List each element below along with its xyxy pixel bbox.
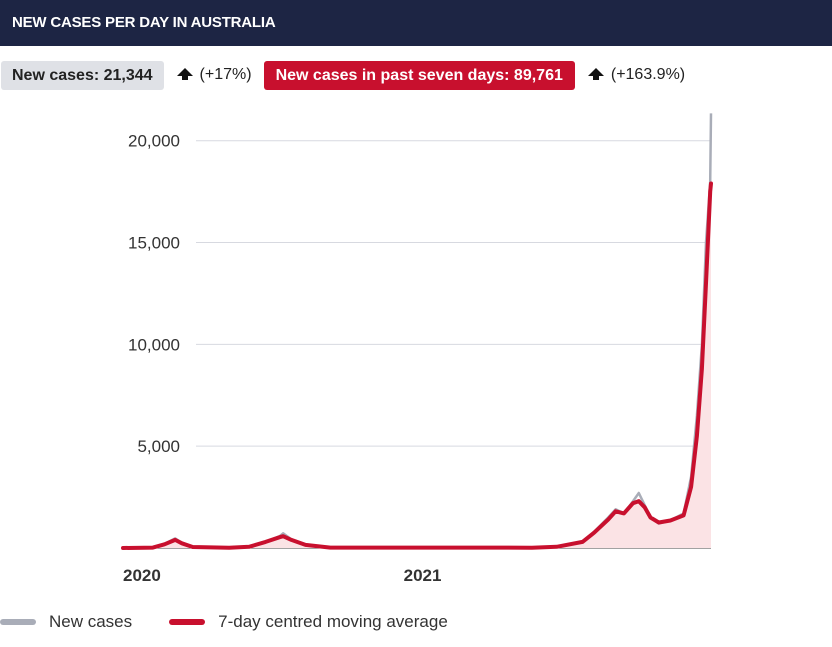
- moving-average-series-line: [121, 181, 713, 550]
- y-tick-label: 15,000: [128, 234, 180, 253]
- chart-area: 5,000 10,000 15,000 20,000 2020 2021: [0, 100, 832, 610]
- legend-label-new-cases: New cases: [49, 612, 133, 631]
- moving-average-area: [123, 183, 711, 548]
- seven-day-badge: New cases in past seven days: 89,761: [263, 60, 575, 90]
- chart-header: NEW CASES PER DAY IN AUSTRALIA: [0, 0, 832, 46]
- stats-bar: New cases: 21,344 (+17%) New cases in pa…: [0, 60, 832, 90]
- seven-day-change: (+163.9%): [587, 66, 686, 84]
- new-cases-badge: New cases: 21,344: [1, 60, 164, 90]
- y-tick-label: 20,000: [128, 132, 180, 151]
- new-cases-series-line: [122, 113, 713, 550]
- arrow-up-icon: [176, 68, 193, 80]
- legend-swatch-new-cases: [0, 619, 36, 625]
- y-tick-label: 10,000: [128, 335, 180, 354]
- y-tick-label: 5,000: [137, 437, 180, 456]
- legend-item-moving-average: 7-day centred moving average: [169, 612, 448, 632]
- cases-chart: 5,000 10,000 15,000 20,000 2020 2021: [121, 113, 713, 585]
- legend-swatch-moving-average: [169, 619, 206, 625]
- x-tick-label: 2020: [123, 566, 161, 585]
- new-cases-change: (+17%): [176, 66, 252, 84]
- new-cases-change-text: (+17%): [199, 66, 252, 83]
- legend-label-moving-average: 7-day centred moving average: [218, 612, 448, 631]
- chart-legend: New cases 7-day centred moving average: [0, 608, 832, 636]
- arrow-up-icon: [587, 68, 604, 80]
- chart-title: NEW CASES PER DAY IN AUSTRALIA: [12, 14, 276, 31]
- x-tick-label: 2021: [404, 566, 442, 585]
- legend-item-new-cases: New cases: [0, 612, 132, 632]
- seven-day-change-text: (+163.9%): [610, 66, 686, 83]
